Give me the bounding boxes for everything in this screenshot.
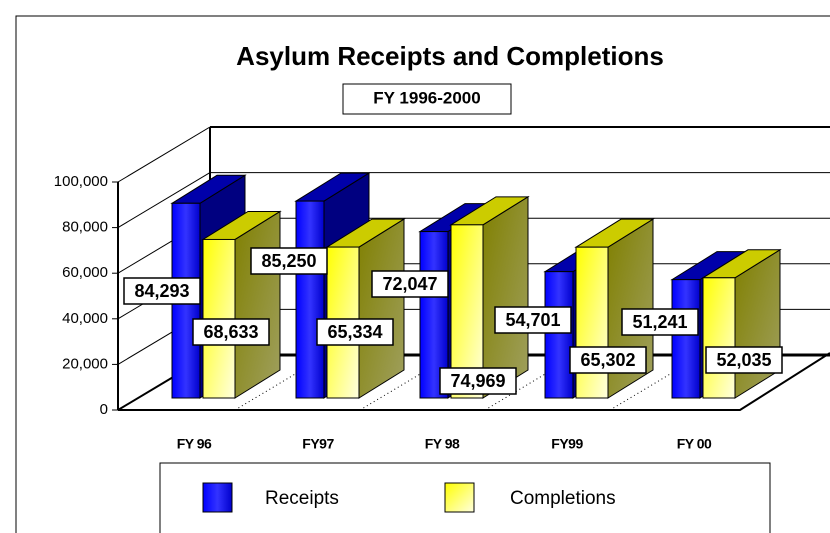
grid-line-side: [117, 172, 211, 229]
legend-items: Receipts Completions: [202, 482, 616, 513]
value-label: 72,047: [382, 274, 437, 294]
bar-side: [358, 218, 405, 399]
y-tick-label: 40,000: [62, 310, 108, 327]
value-label: 65,334: [327, 322, 382, 342]
grid-line-side: [117, 126, 211, 183]
subtitle-box: [342, 83, 512, 115]
chart-title: Asylum Receipts and Completions: [236, 41, 664, 71]
legend-swatch: [202, 482, 233, 513]
y-tick-label: 60,000: [62, 264, 108, 281]
x-tick-label: FY 96: [177, 436, 212, 452]
x-tick-label: FY 00: [677, 436, 712, 452]
bar-front: [575, 246, 609, 399]
x-tick-label: FY99: [551, 436, 583, 452]
value-label: 68,633: [203, 322, 258, 342]
value-label-box: [192, 318, 270, 346]
plot: 0 20,000 40,000 60,000 80,000 100,000 FY 96 FY9…: [54, 126, 830, 452]
value-label-box: [250, 247, 328, 275]
value-label: 84,293: [134, 281, 189, 301]
bar-front: [671, 279, 701, 399]
subtitle: FY 1996-2000: [373, 88, 480, 107]
bar: [701, 248, 782, 399]
bar-side: [234, 210, 281, 399]
legend-label: Receipts: [265, 488, 339, 509]
x-tick-label: FY 98: [425, 436, 460, 452]
value-label-box: [621, 308, 699, 336]
legend-label: Completions: [510, 488, 616, 509]
frame: [15, 15, 830, 533]
bar-front: [702, 277, 736, 399]
value-label-box: [705, 346, 783, 374]
value-label: 65,302: [580, 350, 635, 370]
bar-front: [295, 200, 325, 399]
bar: [201, 210, 282, 399]
floor-edge: [118, 352, 830, 411]
value-label: 52,035: [716, 350, 771, 370]
value-label: 51,241: [632, 312, 687, 332]
y-tick-label: 0: [100, 401, 108, 418]
value-label-box: [494, 306, 572, 334]
y-tick-label: 20,000: [62, 355, 108, 372]
value-label: 85,250: [261, 251, 316, 271]
value-label-box: [316, 318, 394, 346]
value-label: 54,701: [505, 310, 560, 330]
value-label-box: [439, 367, 517, 395]
value-label-box: [569, 346, 647, 374]
value-label: 74,969: [450, 371, 505, 391]
x-tick-label: FY97: [302, 436, 334, 452]
y-tick-label: 80,000: [62, 219, 108, 236]
legend-swatch: [444, 482, 475, 513]
bar-front: [544, 271, 574, 399]
value-label-box: [123, 277, 201, 305]
y-tick-label: 100,000: [54, 173, 108, 190]
bar: [325, 218, 406, 399]
value-label-box: [371, 270, 449, 298]
